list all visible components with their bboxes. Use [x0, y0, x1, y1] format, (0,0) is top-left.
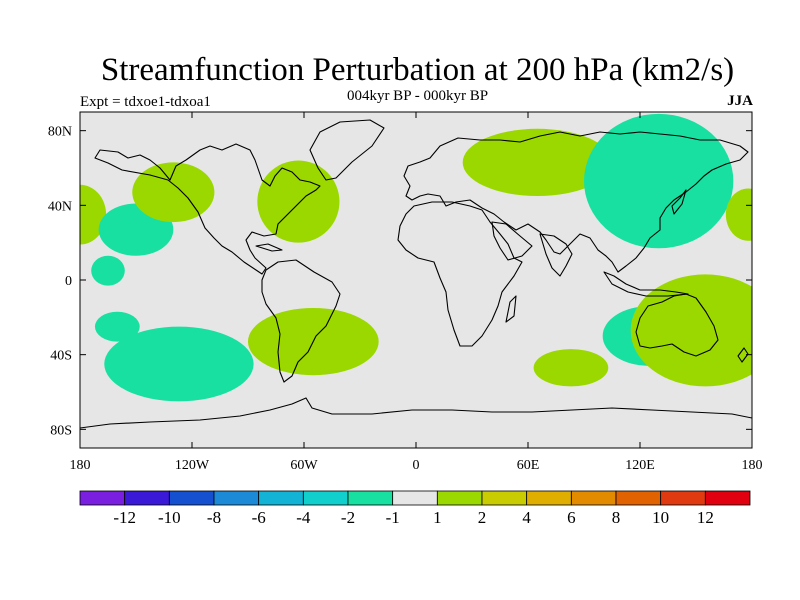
contour-region-pos-australia-east [630, 274, 752, 387]
colorbar-label: 10 [652, 508, 669, 527]
coast-north-america [94, 143, 321, 275]
colorbar-label: -12 [113, 508, 136, 527]
contour-region-pos-russia-north [462, 128, 612, 196]
colorbar-label: -4 [296, 508, 311, 527]
lat-tick-label: 40N [48, 199, 72, 214]
lon-tick-label: 0 [413, 458, 420, 473]
colorbar-swatch [124, 490, 170, 506]
contour-region-pos-indian-ocean-south [533, 349, 609, 387]
colorbar-swatch [392, 490, 438, 506]
lat-tick-label: 40S [50, 349, 72, 364]
colorbar-label: -8 [207, 508, 221, 527]
lon-tick-label: 120E [625, 458, 655, 473]
colorbar-swatch [258, 490, 304, 506]
colorbar-label: 12 [697, 508, 714, 527]
colorbar-label: -6 [252, 508, 266, 527]
coast-south-america [261, 259, 341, 383]
axis-ticks: 180 120W 60W 0 60E 120E 180 80N 40N 0 40S 80S [48, 112, 763, 473]
coastlines [80, 119, 752, 429]
experiment-label: Expt = tdxoe1-tdxoa1 [80, 94, 211, 110]
contour-region-neg-south-pacific-large [104, 326, 254, 402]
coast-arabia [491, 221, 533, 261]
coast-greenland [309, 119, 385, 181]
chart-subtitle: 004kyr BP - 000kyr BP [346, 88, 489, 104]
chart-title: Streamfunction Perturbation at 200 hPa (… [100, 52, 735, 88]
colorbar-swatch [660, 490, 706, 506]
coast-antarctica [80, 397, 752, 429]
coast-eurasia [403, 131, 749, 273]
colorbar-label: 6 [567, 508, 576, 527]
lat-tick-label: 80N [48, 125, 72, 140]
colorbar-swatch [615, 490, 662, 506]
lat-tick-label: 0 [65, 274, 72, 289]
coast-new-zealand [737, 347, 749, 363]
coast-madagascar [505, 295, 517, 323]
colorbar-label: 2 [478, 508, 487, 527]
colorbar-swatch [526, 490, 572, 506]
colorbar-swatch [79, 490, 126, 506]
lon-tick-label: 60E [517, 458, 540, 473]
lon-tick-label: 180 [70, 458, 91, 473]
season-label: JJA [727, 93, 753, 109]
lon-tick-label: 180 [742, 458, 763, 473]
contour-region-neg-south-pacific-small [94, 311, 140, 342]
coast-cuba [255, 243, 283, 252]
colorbar-label: 4 [522, 508, 531, 527]
colorbar-swatch [168, 490, 215, 506]
coast-japan [671, 189, 687, 215]
colorbar-label: 8 [612, 508, 621, 527]
colorbar-swatch [347, 490, 394, 506]
map-plot-area [80, 112, 752, 448]
coast-indonesia [603, 271, 689, 297]
colorbar-swatch [302, 490, 349, 506]
contour-region-neg-siberia-east [584, 113, 734, 249]
lon-tick-label: 60W [290, 458, 318, 473]
coast-australia [635, 293, 719, 357]
colorbar: -12 -10 -8 -6 -4 -2 -1 1 2 4 6 8 10 12 [79, 490, 751, 527]
coast-india [539, 233, 573, 277]
colorbar-swatch [481, 490, 528, 506]
colorbar-label: -10 [158, 508, 181, 527]
lat-tick-label: 80S [50, 423, 72, 438]
contour-region-pos-north-america-west [132, 162, 215, 223]
colorbar-label: 1 [433, 508, 442, 527]
contour-region-pos-east-coast-na [257, 160, 340, 243]
colorbar-swatch [570, 490, 617, 506]
colorbar-label: -1 [386, 508, 400, 527]
colorbar-label: -2 [341, 508, 355, 527]
colorbar-swatch [436, 490, 483, 506]
contour-region-pos-east-pacific-edge [725, 188, 752, 241]
contour-regions [80, 113, 752, 402]
lon-tick-label: 120W [175, 458, 210, 473]
colorbar-swatch [213, 490, 260, 506]
coast-africa [397, 201, 523, 347]
colorbar-swatch [704, 490, 751, 506]
contour-region-neg-central-pacific-small [91, 255, 125, 286]
